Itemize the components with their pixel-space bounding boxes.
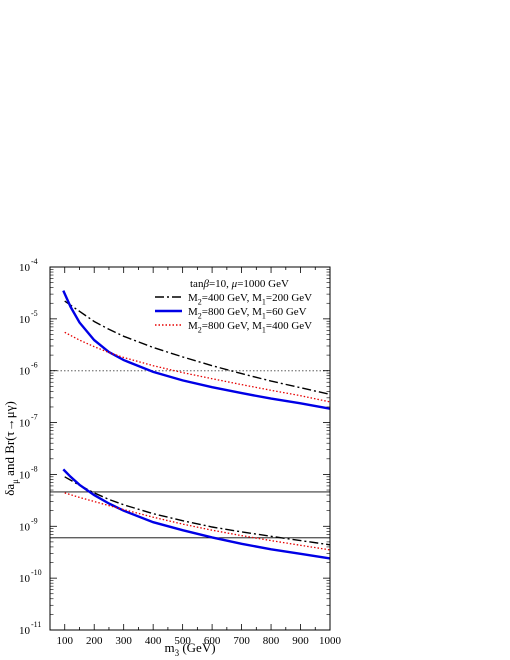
x-tick-label: 600 (204, 635, 221, 647)
x-tick-label: 1000 (319, 635, 342, 647)
series-line-lower-dashdot (64, 476, 331, 546)
x-tick-label: 500 (174, 635, 191, 647)
x-tick-label: 100 (56, 635, 73, 647)
legend-header: tanβ=10, μ=1000 GeV (190, 278, 289, 290)
x-tick-label: 200 (86, 635, 103, 647)
y-tick-label: 10 (19, 469, 31, 481)
y-tick-label: 10 (19, 366, 31, 378)
x-axis-title: m3 (GeV) (164, 640, 215, 658)
x-tick-label: 400 (145, 635, 162, 647)
y-tick-exponent: -6 (31, 361, 38, 370)
y-tick-exponent: -7 (31, 413, 38, 422)
legend-label: M2=800 GeV, M1=60 GeV (188, 306, 307, 320)
series-line-upper-solid (62, 290, 331, 410)
y-tick-exponent: -8 (31, 464, 38, 473)
y-tick-exponent: -10 (31, 568, 42, 577)
y-tick-exponent: -9 (31, 516, 38, 525)
legend-label: M2=800 GeV, M1=400 GeV (188, 320, 312, 334)
y-tick-exponent: -4 (31, 257, 38, 266)
series-line-lower-solid (62, 468, 331, 560)
x-tick-label: 900 (292, 635, 309, 647)
legend: tanβ=10, μ=1000 GeV M2=400 GeV, M1=200 Ge… (155, 278, 312, 334)
y-tick-label: 10 (19, 262, 31, 274)
plot-frame (49, 266, 331, 631)
y-axis-title: δaμ and Br(τ→μγ) (2, 401, 20, 496)
x-tick-label: 800 (263, 635, 280, 647)
y-tick-label: 10 (19, 418, 31, 430)
y-tick-exponent: -11 (31, 620, 41, 629)
series-line-upper-dotted (64, 331, 331, 403)
y-tick-label: 10 (19, 573, 31, 585)
data-series (62, 290, 331, 560)
y-tick-label: 10 (19, 521, 31, 533)
axes (49, 266, 331, 631)
y-tick-label: 10 (19, 314, 31, 326)
series-line-lower-dotted (64, 492, 331, 551)
series-line-upper-dashdot (64, 300, 331, 396)
legend-label: M2=400 GeV, M1=200 GeV (188, 292, 312, 306)
labels: 100 200 300 400 500 600 700 800 900 100010-1110-1… (2, 257, 342, 658)
y-tick-label: 10 (19, 625, 31, 637)
y-tick-exponent: -5 (31, 309, 38, 318)
x-tick-label: 300 (115, 635, 132, 647)
x-tick-label: 700 (233, 635, 250, 647)
